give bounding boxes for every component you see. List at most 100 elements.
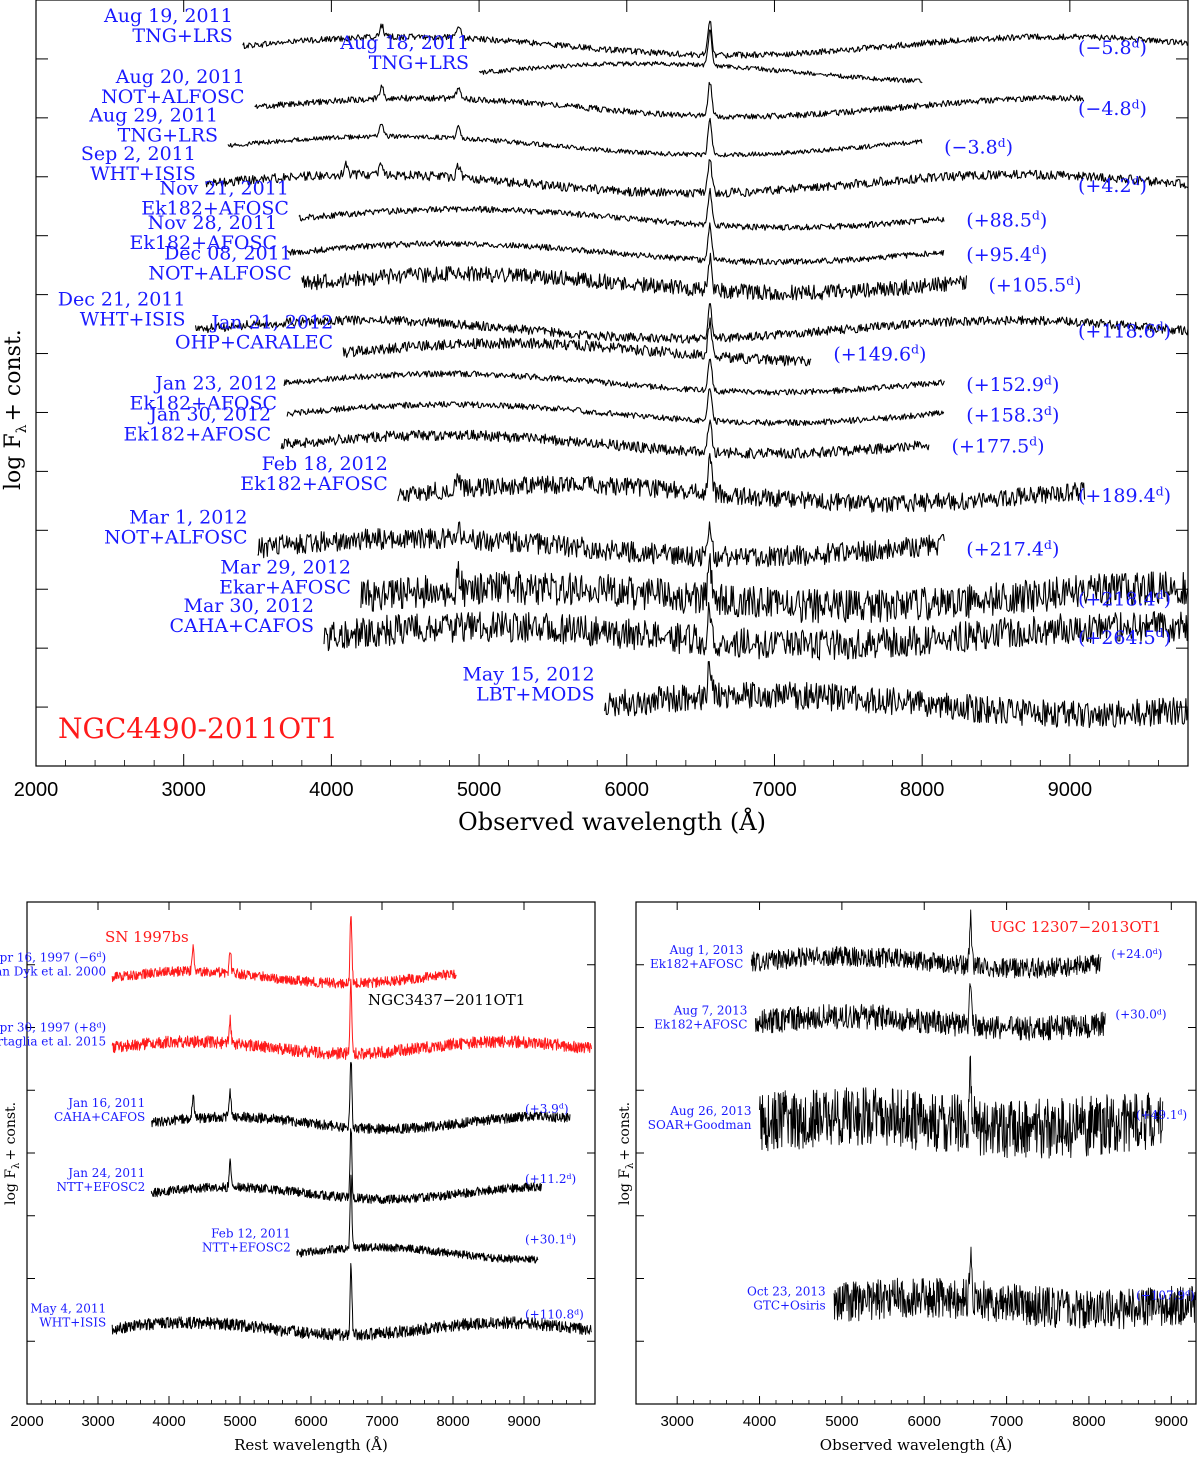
spectrum-phase-label: (+11.2d)	[525, 1172, 576, 1186]
spectrum-phase-label: (+158.3d)	[966, 404, 1059, 427]
spectrum-date-label: Aug 1, 2013	[669, 943, 744, 957]
spectrum-line	[342, 317, 812, 367]
spectrum-phase-label: (+189.4d)	[1078, 484, 1171, 507]
x-tick-label: 8000	[900, 779, 945, 801]
x-tick-label: 5000	[825, 1413, 858, 1430]
spectrum-date-label: Jan 30, 2012	[147, 403, 271, 425]
spectrum-date-label: Sep 2, 2011	[81, 143, 196, 165]
spectrum-line	[301, 252, 968, 301]
x-tick-label: 4000	[309, 779, 354, 801]
spectrum-phase-label: (+152.9d)	[966, 373, 1059, 396]
bottom-left-panel: 2000 3000 4000 5000 6000 7000 8000 9000 Apr 16, …	[0, 902, 595, 1430]
spectrum-phase-label: (+4.2d)	[1078, 174, 1147, 197]
spectrum-line	[227, 117, 923, 158]
spectrum-line	[150, 1061, 571, 1135]
spectrum-line	[205, 159, 1189, 198]
spectrum-date-label: Mar 29, 2012	[220, 556, 351, 578]
bottom-right-panel-frame	[635, 901, 1197, 1405]
spectrum-line	[604, 661, 1189, 729]
spectrum-phase-label: (+218.4d)	[1078, 588, 1171, 611]
x-tick-label: 2000	[14, 779, 59, 801]
spectrum-line	[257, 521, 945, 568]
spectrum-line	[280, 419, 930, 460]
top-panel-frame	[35, 0, 1189, 767]
spectrum-date-label: Apr 16, 1997 (−6d)	[0, 950, 106, 964]
x-tick-label: 6000	[908, 1413, 941, 1430]
spectrum-instrument-label: Ek182+AFOSC	[141, 197, 289, 219]
x-tick-label: 4000	[743, 1413, 776, 1430]
spectrum-line	[254, 81, 1085, 120]
spectrum-date-label: Jan 23, 2012	[153, 373, 277, 395]
spectrum-instrument-label: SOAR+Goodman	[648, 1118, 752, 1132]
spectrum-phase-label: (+30.1d)	[525, 1232, 576, 1246]
spectrum-phase-label: (+149.6d)	[833, 343, 926, 366]
spectrum-instrument-label: Ek182+AFOSC	[129, 232, 277, 254]
spectrum-line	[111, 1263, 592, 1342]
spectrum-date-label: Dec 21, 2011	[58, 288, 186, 310]
spectrum-date-label: Aug 29, 2011	[88, 105, 218, 127]
spectrum-line	[111, 978, 592, 1060]
x-tick-label: 3000	[81, 1413, 114, 1430]
spectrum-phase-label: (+105.5d)	[988, 274, 1081, 297]
spectrum-date-label: Mar 30, 2012	[183, 595, 314, 617]
x-tick-label: 3000	[161, 779, 206, 801]
spectrum-date-label: Nov 28, 2011	[148, 212, 277, 234]
bottom-left-title: SN 1997bs	[105, 928, 189, 946]
spectrum-instrument-label: Ek182+AFOSC	[654, 1017, 747, 1031]
top-panel: 2000 3000 4000 5000 6000 7000 8000 9000 Aug 19, …	[14, 0, 1189, 801]
spectrum-date-label: May 15, 2012	[462, 664, 594, 686]
spectrum-line	[833, 1246, 1197, 1330]
spectrum-phase-label: (+217.4d)	[966, 538, 1059, 561]
bottom-left-y-axis-label: log Fλ+ const.	[3, 1102, 22, 1205]
x-tick-label: 7000	[365, 1413, 398, 1430]
x-tick-label: 9000	[1048, 779, 1093, 801]
spectrum-instrument-label: Ek182+AFOSC	[129, 393, 277, 415]
bottom-right-title: UGC 12307−2013OT1	[990, 918, 1161, 936]
spectrum-instrument-label: NOT+ALFOSC	[101, 86, 244, 108]
spectrum-instrument-label: Ekar+AFOSC	[219, 576, 351, 598]
x-tick-label: 6000	[605, 779, 650, 801]
spectrum-phase-label: (−5.8d)	[1078, 36, 1147, 59]
spectrum-date-label: Mar 1, 2012	[129, 507, 247, 529]
spectrum-date-label: Feb 12, 2011	[211, 1226, 291, 1240]
x-tick-label: 2000	[10, 1413, 43, 1430]
spectrum-instrument-label: NOT+ALFOSC	[148, 262, 291, 284]
x-tick-label: 9000	[507, 1413, 540, 1430]
spectrum-instrument-label: WHT+ISIS	[90, 163, 196, 185]
spectrum-line	[286, 222, 945, 266]
spectrum-line	[194, 303, 1189, 344]
top-y-axis-label: log Fλ+ const.	[1, 329, 30, 490]
top-x-axis-label: Observed wavelength (Å)	[458, 807, 766, 836]
spectrum-phase-label: (+30.0d)	[1115, 1007, 1166, 1021]
spectrum-phase-label: (+24.0d)	[1111, 947, 1162, 961]
spectrum-line	[478, 29, 923, 84]
x-tick-label: 8000	[436, 1413, 469, 1430]
spectrum-instrument-label: LBT+MODS	[476, 684, 594, 706]
spectrum-instrument-label: Tartaglia et al. 2015	[0, 1035, 106, 1049]
spectrum-instrument-label: TNG+LRS	[132, 25, 232, 47]
spectrum-instrument-label: NOT+ALFOSC	[104, 527, 247, 549]
spectrum-line	[323, 601, 1189, 661]
spectrum-phase-label: (+107.9d)	[1136, 1288, 1195, 1302]
spectrum-date-label: Jan 16, 2011	[66, 1096, 145, 1110]
x-tick-label: 9000	[1155, 1413, 1188, 1430]
spectrum-line	[111, 916, 457, 989]
spectrum-instrument-label: Van Dyk et al. 2000	[0, 964, 106, 978]
spectrum-line	[754, 983, 1106, 1041]
spectrum-phase-label: (−3.8d)	[944, 136, 1013, 159]
spectrum-date-label: Apr 30, 1997 (+8d)	[0, 1020, 106, 1034]
spectrum-line	[296, 1174, 539, 1264]
spectrum-line	[750, 909, 1102, 979]
spectrum-date-label: Aug 19, 2011	[103, 5, 233, 27]
spectrum-phase-label: (−4.8d)	[1078, 98, 1147, 121]
spectrum-date-label: Feb 18, 2012	[262, 453, 388, 475]
spectrum-instrument-label: WHT+ISIS	[80, 308, 186, 330]
spectrum-phase-label: (+118.6d)	[1078, 320, 1171, 343]
spectrum-instrument-label: CAHA+CAFOS	[169, 615, 314, 637]
spectrum-phase-label: (+49.1d)	[1136, 1108, 1187, 1122]
top-panel-title: NGC4490-2011OT1	[58, 712, 338, 745]
spectrum-date-label: Jan 24, 2011	[66, 1166, 145, 1180]
spectrum-date-label: Aug 20, 2011	[115, 66, 245, 88]
